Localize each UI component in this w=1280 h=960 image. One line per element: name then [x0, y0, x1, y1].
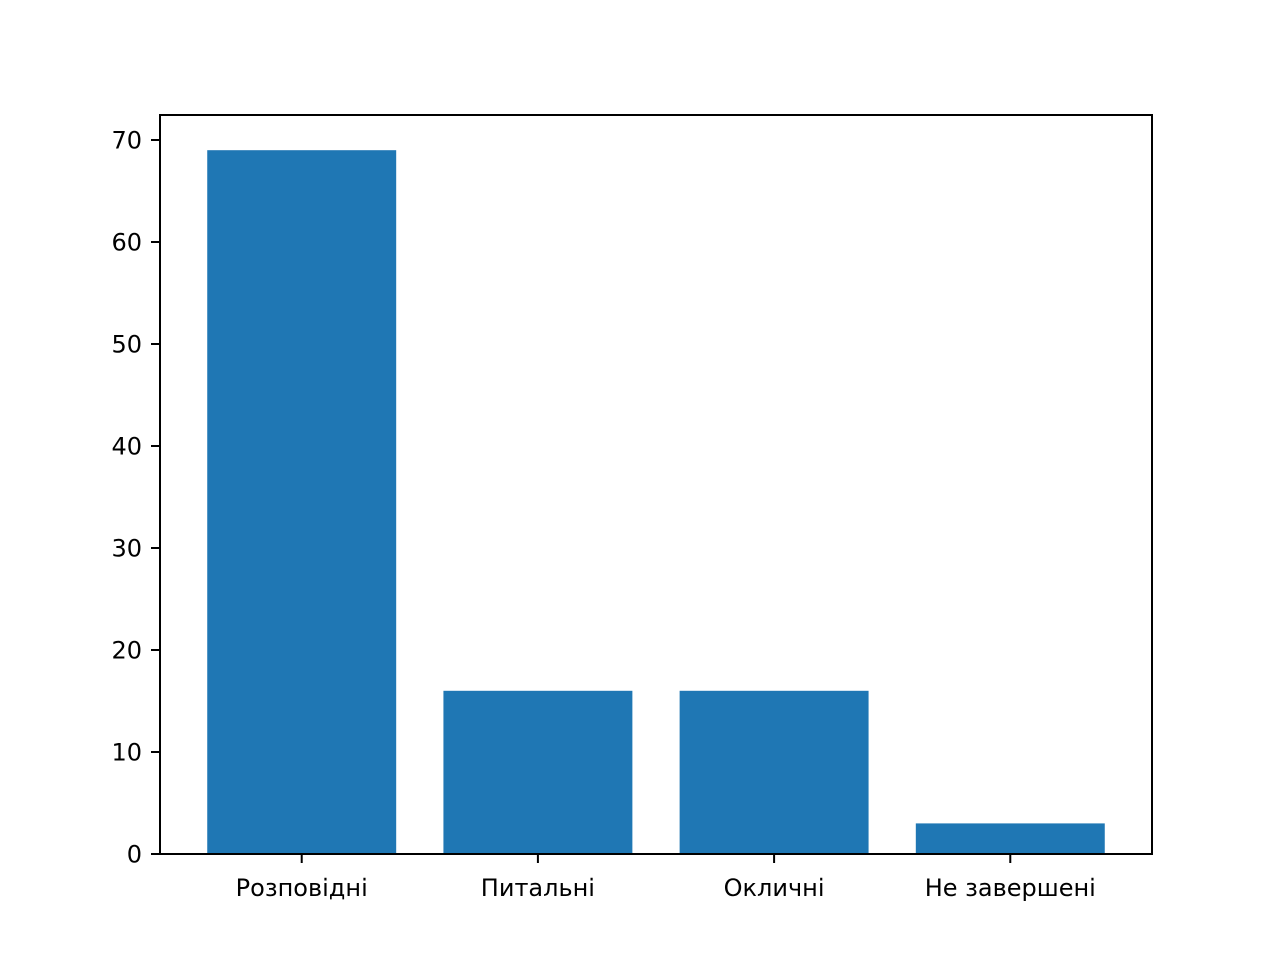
y-tick-label: 60 [111, 228, 142, 256]
bar-2 [443, 690, 633, 854]
bars-group [207, 150, 1105, 854]
y-tick-label: 10 [111, 738, 142, 766]
x-axis: Розповідні Питальні Окличні Не завершені [236, 854, 1096, 902]
plot-frame [159, 114, 1153, 855]
y-tick-label: 30 [111, 534, 142, 562]
bar-1 [207, 150, 397, 854]
x-tick-label: Розповідні [236, 874, 368, 902]
y-tick-label: 20 [111, 636, 142, 664]
y-tick-label: 40 [111, 432, 142, 460]
y-tick-label: 50 [111, 330, 142, 358]
x-tick-label: Окличні [724, 874, 825, 902]
y-axis: 0 10 20 30 40 50 60 70 [111, 126, 160, 869]
y-tick-label: 70 [111, 126, 142, 154]
x-tick-label: Питальні [481, 874, 595, 902]
bar-3 [679, 690, 869, 854]
bar-4 [915, 823, 1105, 854]
y-tick-label: 0 [127, 841, 142, 869]
x-tick-label: Не завершені [925, 874, 1096, 902]
